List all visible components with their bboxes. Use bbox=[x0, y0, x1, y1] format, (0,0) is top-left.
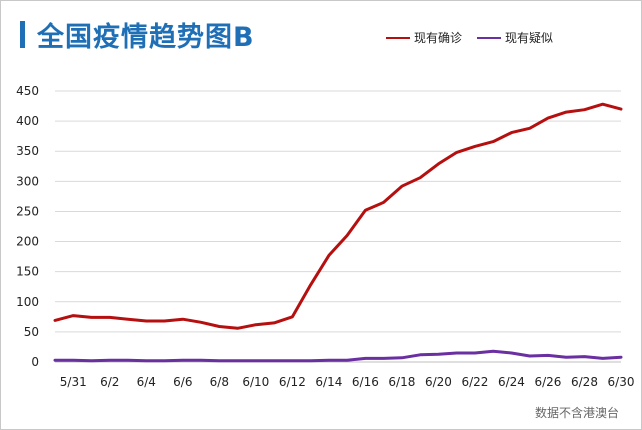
x-tick-label-6-30: 6/30 bbox=[608, 375, 635, 389]
y-tick-label-400: 400 bbox=[16, 114, 39, 128]
x-tick-label-6-18: 6/18 bbox=[388, 375, 415, 389]
series-line-suspected bbox=[53, 349, 623, 363]
y-tick-label-300: 300 bbox=[16, 174, 39, 188]
chart-title: 全国疫情趋势图B bbox=[37, 22, 255, 53]
x-tick-label-6-24: 6/24 bbox=[498, 375, 525, 389]
y-tick-label-450: 450 bbox=[16, 84, 39, 98]
y-tick-label-50: 50 bbox=[24, 325, 39, 339]
y-tick-label-200: 200 bbox=[16, 235, 39, 249]
legend-swatch-confirmed bbox=[386, 36, 410, 39]
x-tick-label-6-16: 6/16 bbox=[352, 375, 379, 389]
y-tick-label-250: 250 bbox=[16, 204, 39, 218]
x-tick-label-6-22: 6/22 bbox=[461, 375, 488, 389]
x-tick-label-6-26: 6/26 bbox=[534, 375, 561, 389]
x-tick-label-6-12: 6/12 bbox=[279, 375, 306, 389]
legend-item-suspected: 现有疑似 bbox=[477, 29, 553, 46]
x-tick-label-6-4: 6/4 bbox=[137, 375, 156, 389]
legend-swatch-suspected bbox=[477, 36, 501, 39]
x-tick-label-6-10: 6/10 bbox=[242, 375, 269, 389]
y-tick-label-350: 350 bbox=[16, 144, 39, 158]
legend-label-confirmed: 现有确诊 bbox=[414, 31, 463, 45]
source-note: 数据不含港澳台 bbox=[534, 406, 619, 420]
x-tick-label-6-6: 6/6 bbox=[173, 375, 192, 389]
series-line-confirmed bbox=[53, 102, 623, 330]
x-tick-label-6-14: 6/14 bbox=[315, 375, 342, 389]
x-tick-label-6-2: 6/2 bbox=[100, 375, 119, 389]
x-tick-label-6-8: 6/8 bbox=[210, 375, 229, 389]
x-tick-label-6-28: 6/28 bbox=[571, 375, 598, 389]
legend-label-suspected: 现有疑似 bbox=[505, 31, 554, 45]
x-tick-label-6-20: 6/20 bbox=[425, 375, 452, 389]
x-tick-label-5-31: 5/31 bbox=[60, 375, 87, 389]
legend-item-confirmed: 现有确诊 bbox=[386, 29, 462, 46]
y-tick-label-150: 150 bbox=[16, 265, 39, 279]
y-tick-label-0: 0 bbox=[31, 355, 39, 369]
title-accent-bar bbox=[20, 21, 25, 48]
y-tick-label-100: 100 bbox=[16, 295, 39, 309]
